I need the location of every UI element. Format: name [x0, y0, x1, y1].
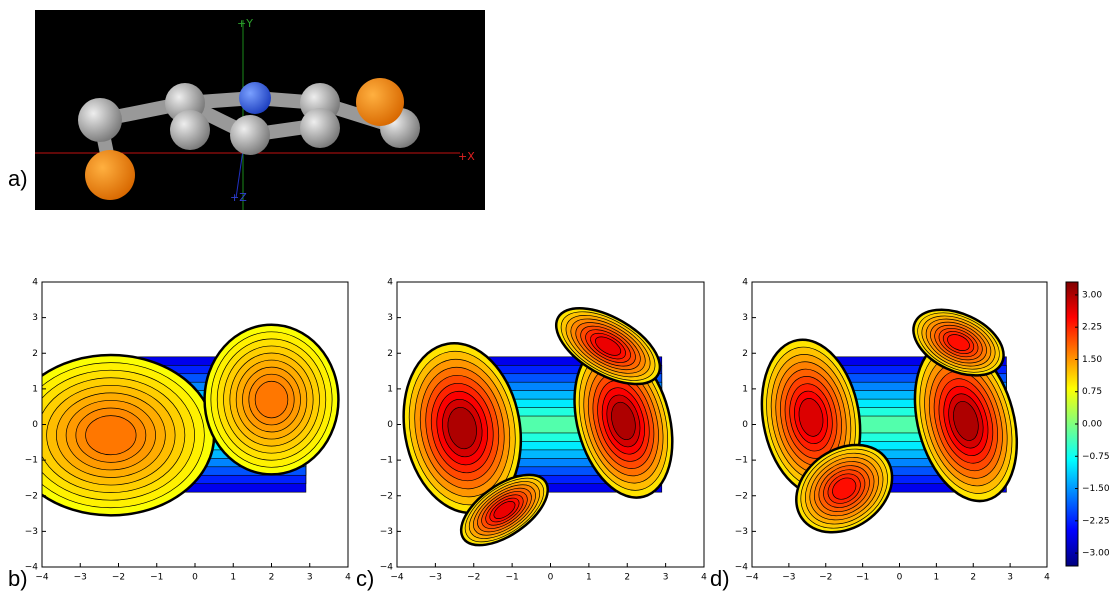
x-tick-label: 0: [192, 573, 198, 583]
y-tick-label: −2: [380, 491, 393, 501]
atom: [356, 78, 404, 126]
contours: [391, 293, 688, 559]
y-tick-label: 4: [387, 278, 393, 288]
x-tick-label: 3: [663, 573, 669, 583]
panel-label: c): [356, 566, 374, 591]
x-tick-label: −2: [467, 573, 480, 583]
x-tick-label: 3: [1007, 573, 1013, 583]
atom: [170, 110, 210, 150]
x-tick-label: 2: [970, 573, 976, 583]
atom: [230, 115, 270, 155]
colorbar-tick-label: −2.25: [1082, 516, 1110, 526]
y-tick-label: −1: [25, 456, 38, 466]
x-tick-label: −1: [150, 573, 163, 583]
y-tick-label: 1: [742, 384, 748, 394]
colorbar-tick-label: −1.50: [1082, 484, 1110, 494]
y-tick-label: 2: [32, 349, 38, 359]
colorbar-tick-label: 1.50: [1082, 355, 1102, 365]
y-tick-label: −3: [380, 527, 393, 537]
y-tick-label: 1: [32, 384, 38, 394]
x-tick-label: 4: [1044, 573, 1050, 583]
x-tick-label: 3: [307, 573, 313, 583]
x-tick-label: 1: [934, 573, 940, 583]
y-tick-label: −2: [25, 491, 38, 501]
panel-label: b): [8, 566, 28, 591]
y-tick-label: −1: [380, 456, 393, 466]
y-tick-label: 0: [742, 420, 748, 430]
colorbar-tick-label: 0.75: [1082, 387, 1102, 397]
colorbar-tick-label: 2.25: [1082, 323, 1102, 333]
axis-label: +Z: [230, 191, 247, 204]
y-tick-label: 2: [387, 349, 393, 359]
y-tick-label: 1: [387, 384, 393, 394]
colorbar-tick-label: −3.00: [1082, 549, 1110, 559]
y-tick-label: −4: [380, 563, 394, 573]
contours: [750, 296, 1033, 550]
molecule-panel: +Y +X +Z a): [8, 10, 485, 210]
y-tick-label: 0: [387, 420, 393, 430]
y-tick-label: −1: [735, 456, 748, 466]
x-tick-label: −3: [74, 573, 87, 583]
x-tick-label: −3: [429, 573, 442, 583]
y-tick-label: 4: [742, 278, 748, 288]
x-tick-label: 0: [548, 573, 554, 583]
colorbar-tick-label: 0.00: [1082, 420, 1102, 430]
atom: [78, 98, 122, 142]
y-tick-label: −3: [25, 527, 38, 537]
y-tick-label: 0: [32, 420, 38, 430]
axis-label: +X: [458, 150, 475, 163]
colorbar-tick-label: −0.75: [1082, 452, 1110, 462]
panel-label: a): [8, 166, 28, 191]
y-tick-label: −2: [735, 491, 748, 501]
x-tick-label: 4: [345, 573, 351, 583]
x-tick-label: 1: [230, 573, 236, 583]
y-tick-label: −4: [735, 563, 749, 573]
x-tick-label: 2: [269, 573, 275, 583]
contour-level: [255, 381, 288, 418]
figure: +Y +X +Z a) −4 −3 −2 −1 0 1 2 3 4 −4 −3 −2 −1 0 1 2 3 4 b)…: [0, 0, 1113, 592]
x-tick-label: −4: [745, 573, 759, 583]
contour-level: [86, 416, 136, 455]
x-tick-label: −2: [112, 573, 125, 583]
x-tick-label: 4: [701, 573, 707, 583]
colorbar-tick-label: 3.00: [1082, 290, 1102, 300]
x-tick-label: −2: [819, 573, 832, 583]
x-tick-label: −1: [505, 573, 518, 583]
y-tick-label: 2: [742, 349, 748, 359]
x-tick-label: −3: [782, 573, 795, 583]
x-tick-label: −1: [856, 573, 869, 583]
axis-label: +Y: [237, 17, 253, 30]
contour-plot: −4 −3 −2 −1 0 1 2 3 4 −4 −3 −2 −1 0 1 2 3 4: [380, 278, 707, 583]
x-tick-label: −4: [35, 573, 49, 583]
x-tick-label: 0: [897, 573, 903, 583]
y-tick-label: 3: [32, 313, 38, 323]
y-tick-label: 4: [32, 278, 38, 288]
x-tick-label: 1: [586, 573, 592, 583]
atom: [239, 82, 271, 114]
atom: [85, 150, 135, 200]
contours: [8, 325, 339, 516]
x-tick-label: 2: [624, 573, 630, 583]
x-tick-label: −4: [390, 573, 404, 583]
y-tick-label: −3: [735, 527, 748, 537]
contour-plot: −4 −3 −2 −1 0 1 2 3 4 −4 −3 −2 −1 0 1 2 3 4: [735, 278, 1050, 583]
y-tick-label: 3: [742, 313, 748, 323]
atom: [300, 108, 340, 148]
panel-label: d): [710, 566, 730, 591]
y-tick-label: 3: [387, 313, 393, 323]
